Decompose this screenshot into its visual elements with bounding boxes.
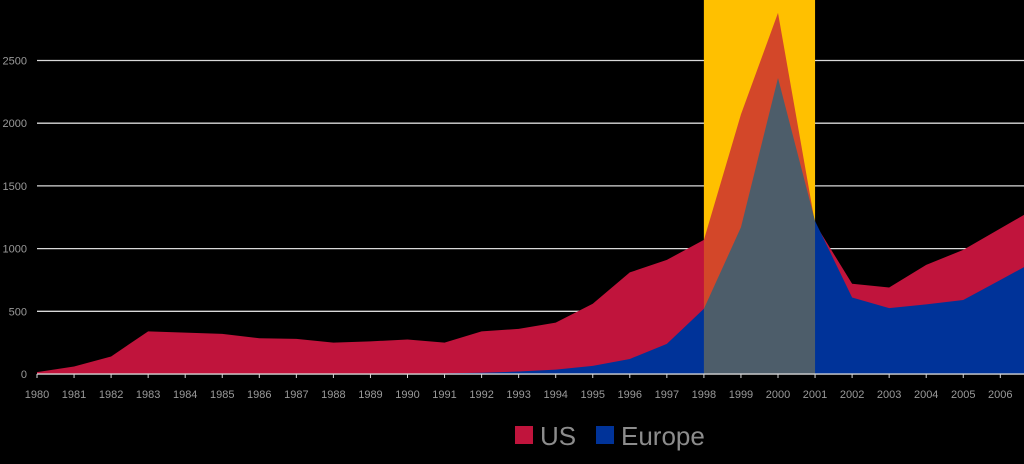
legend-swatch-europe	[596, 426, 614, 444]
x-tick-label: 2006	[988, 389, 1012, 401]
y-tick-label: 1000	[3, 244, 27, 256]
x-tick-label: 1984	[173, 389, 197, 401]
x-axis-ticks: 1980 1981 1982 1983 1984 1985 1986 1987 1988 1989…	[25, 373, 1024, 401]
y-tick-label: 2500	[3, 56, 27, 68]
x-tick-label: 1991	[432, 389, 456, 401]
x-tick-label: 1983	[136, 389, 160, 401]
y-tick-label: 1500	[3, 181, 27, 193]
x-tick-label: 1989	[358, 389, 382, 401]
x-tick-label: 1997	[655, 389, 679, 401]
highlight-overlay	[703, 0, 816, 374]
x-tick-label: 1985	[210, 389, 234, 401]
x-tick-label: 1996	[618, 389, 642, 401]
x-tick-label: 1994	[543, 389, 567, 401]
x-tick-label: 1987	[284, 389, 308, 401]
x-tick-label: 1980	[25, 389, 49, 401]
y-tick-label: 500	[9, 306, 27, 318]
x-tick-label: 2004	[914, 389, 938, 401]
x-tick-label: 1990	[395, 389, 419, 401]
x-tick-label: 1988	[321, 389, 345, 401]
y-tick-label: 0	[21, 369, 27, 381]
legend-label-us: US	[540, 421, 576, 451]
area-europe	[37, 78, 1024, 374]
y-axis-ticks: 0 500 1000 1500 2000 2500	[3, 56, 27, 382]
x-tick-label: 1982	[99, 389, 123, 401]
x-tick-label: 2003	[877, 389, 901, 401]
legend-swatch-us	[515, 426, 533, 444]
x-tick-label: 2002	[840, 389, 864, 401]
x-tick-label: 1992	[469, 389, 493, 401]
series-areas	[37, 0, 1024, 375]
x-tick-label: 1981	[62, 389, 86, 401]
x-tick-label: 2005	[951, 389, 975, 401]
y-tick-label: 2000	[3, 118, 27, 130]
x-tick-label: 2001	[803, 389, 827, 401]
x-tick-label: 1998	[692, 389, 716, 401]
legend-label-europe: Europe	[621, 421, 705, 451]
x-tick-label: 1999	[729, 389, 753, 401]
x-tick-label: 1995	[581, 389, 605, 401]
legend: US Europe	[515, 421, 705, 451]
x-tick-label: 2000	[766, 389, 790, 401]
x-tick-label: 1993	[506, 389, 530, 401]
x-tick-label: 1986	[247, 389, 271, 401]
